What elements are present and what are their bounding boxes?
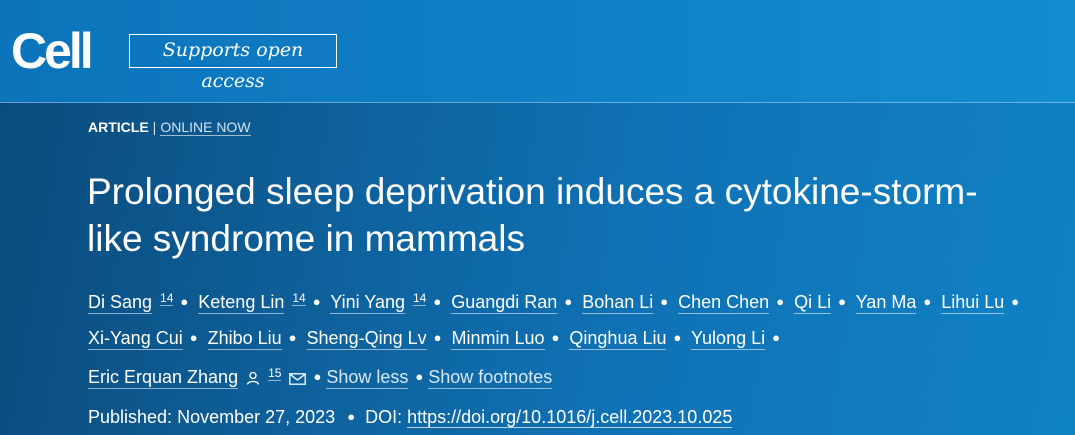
author-item: Qinghua Liu [569,328,667,350]
published-label: Published: [88,407,173,427]
author-link[interactable]: Keteng Lin [198,292,285,314]
author-item: Bohan Li [582,292,654,314]
author-link[interactable]: Sheng-Qing Lv [306,328,427,350]
author-footnote[interactable]: 14 [413,291,427,306]
author-link[interactable]: Yini Yang [330,292,405,314]
person-icon[interactable] [246,362,260,397]
author-separator-dot: ● [660,294,669,309]
author-item: Zhibo Liu [207,328,282,350]
author-separator-dot: ● [923,294,932,309]
journal-header: Cell Supports open access [0,0,1075,103]
author-item: Yulong Li [691,328,766,350]
author-item: Chen Chen [678,292,770,314]
author-footnote[interactable]: 14 [292,291,306,306]
author-separator-dot: ● [415,369,424,384]
title-line-1: Prolonged sleep deprivation induces a cy… [87,171,978,212]
cell-logo[interactable]: Cell [11,23,94,79]
author-link[interactable]: Eric Erquan Zhang [88,367,239,389]
author-item: Keteng Lin 14 [198,291,306,314]
author-separator-dot: ● [1011,294,1020,309]
author-separator-dot: ● [189,330,198,345]
author-separator-dot: ● [433,294,442,309]
author-separator-dot: ● [551,330,560,345]
author-link[interactable]: Lihui Lu [941,292,1005,314]
article-title: Prolonged sleep deprivation induces a cy… [87,168,1067,262]
author-separator-dot: ● [673,330,682,345]
meta-separator: | [152,119,157,135]
author-link[interactable]: Qinghua Liu [569,328,667,350]
author-link[interactable]: Qi Li [794,292,832,314]
show-less-button[interactable]: Show less [326,367,409,389]
author-separator-dot: ● [180,294,189,309]
envelope-icon[interactable] [289,362,307,397]
author-separator-dot: ● [313,369,322,384]
author-item: Yini Yang 14 [330,291,427,314]
author-link[interactable]: Chen Chen [678,292,770,314]
doi-link[interactable]: https://doi.org/10.1016/j.cell.2023.10.0… [407,407,733,428]
author-item: Yan Ma [855,292,917,314]
article-meta: ARTICLE | ONLINE NOW [88,119,251,136]
author-item: Di Sang 14 [88,291,174,314]
online-now-link[interactable]: ONLINE NOW [160,119,251,136]
published-date: November 27, 2023 [177,407,336,427]
title-line-2: like syndrome in mammals [87,218,525,259]
open-access-badge[interactable]: Supports open access [129,34,337,92]
author-footnote[interactable]: 15 [268,366,282,381]
author-link[interactable]: Minmin Luo [451,328,545,350]
author-separator-dot: ● [838,294,846,309]
author-separator-dot: ● [772,330,780,345]
author-link[interactable]: Zhibo Liu [207,328,282,350]
doi-label: DOI: [365,407,403,427]
author-separator-dot: ● [564,294,573,309]
article-type: ARTICLE [88,119,149,135]
author-list: Di Sang 14 ● Keteng Lin 14 ● Yini Yang 14 ● Gu… [88,281,1073,397]
show-footnotes-button[interactable]: Show footnotes [428,367,553,389]
author-item: Guangdi Ran [451,292,558,314]
author-link[interactable]: Yan Ma [855,292,917,314]
author-item: Eric Erquan Zhang 15 [88,366,307,389]
author-link[interactable]: Guangdi Ran [451,292,558,314]
author-separator-dot: ● [433,330,442,345]
author-item: Minmin Luo [451,328,545,350]
author-item: Qi Li [794,292,832,314]
author-separator-dot: ● [288,330,297,345]
author-separator-dot: ● [312,294,321,309]
author-link[interactable]: Di Sang [88,292,153,314]
author-footnote[interactable]: 14 [160,291,174,306]
author-link[interactable]: Bohan Li [582,292,654,314]
publication-separator-dot: ● [347,409,356,424]
author-item: Xi-Yang Cui [88,328,183,350]
author-item: Lihui Lu [941,292,1005,314]
author-item: Sheng-Qing Lv [306,328,427,350]
author-link[interactable]: Xi-Yang Cui [88,328,183,350]
author-link[interactable]: Yulong Li [691,328,766,350]
author-separator-dot: ● [776,294,785,309]
publication-info: Published: November 27, 2023 ● DOI: http… [88,406,733,428]
